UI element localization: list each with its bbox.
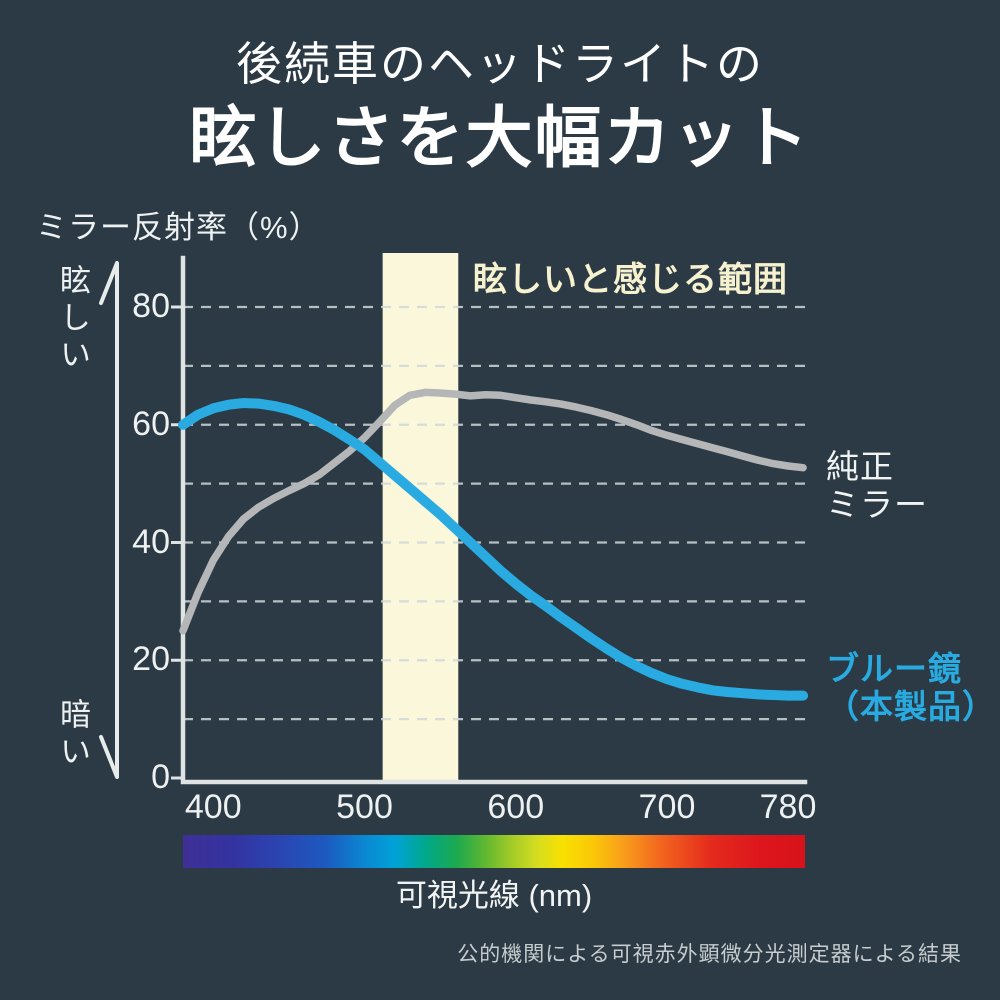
legend-stock-mirror: 純正 ミラー <box>826 448 928 524</box>
bright-dark-arrow <box>99 261 119 779</box>
legend-blue-mirror: ブルー鏡 （本製品） <box>826 650 996 726</box>
y-tick-label-20: 20 <box>132 640 170 679</box>
footer-note: 公的機関による可視赤外顕微分光測定器による結果 <box>457 943 962 966</box>
x-tick-label-780: 780 <box>759 788 817 826</box>
y-axis-title: ミラー反射率（%） <box>36 210 321 245</box>
y-tick-label-40: 40 <box>132 522 170 561</box>
x-axis-title: 可視光線 (nm) <box>395 878 593 913</box>
title-line1: 後続車のヘッドライトの <box>236 38 764 90</box>
spectrum-bar <box>183 835 805 868</box>
y-axis-bright-label: 眩しい <box>55 264 90 375</box>
glare-band-label: 眩しいと感じる範囲 <box>473 261 788 299</box>
legend-stock-mirror-line1: 純正 <box>826 448 894 485</box>
axis-lines <box>180 255 808 785</box>
curve-stock-mirror <box>179 388 807 635</box>
title-line2: 眩しさを大幅カット <box>189 101 811 176</box>
x-tick-label-600: 600 <box>487 788 545 826</box>
legend-stock-mirror-line2: ミラー <box>826 486 928 523</box>
y-tick-label-80: 80 <box>132 287 170 325</box>
y-axis-dark-label: 暗い <box>55 698 90 772</box>
legend-blue-mirror-line2: （本製品） <box>826 688 996 725</box>
x-tick-label-400: 400 <box>184 788 242 826</box>
x-tick-label-700: 700 <box>638 788 696 826</box>
x-tick-label-500: 500 <box>336 788 393 826</box>
y-tick-label-0: 0 <box>151 758 170 796</box>
y-tick-label-60: 60 <box>132 404 170 443</box>
legend-blue-mirror-line1: ブルー鏡 <box>826 650 962 687</box>
curve-blue-mirror <box>178 398 809 701</box>
